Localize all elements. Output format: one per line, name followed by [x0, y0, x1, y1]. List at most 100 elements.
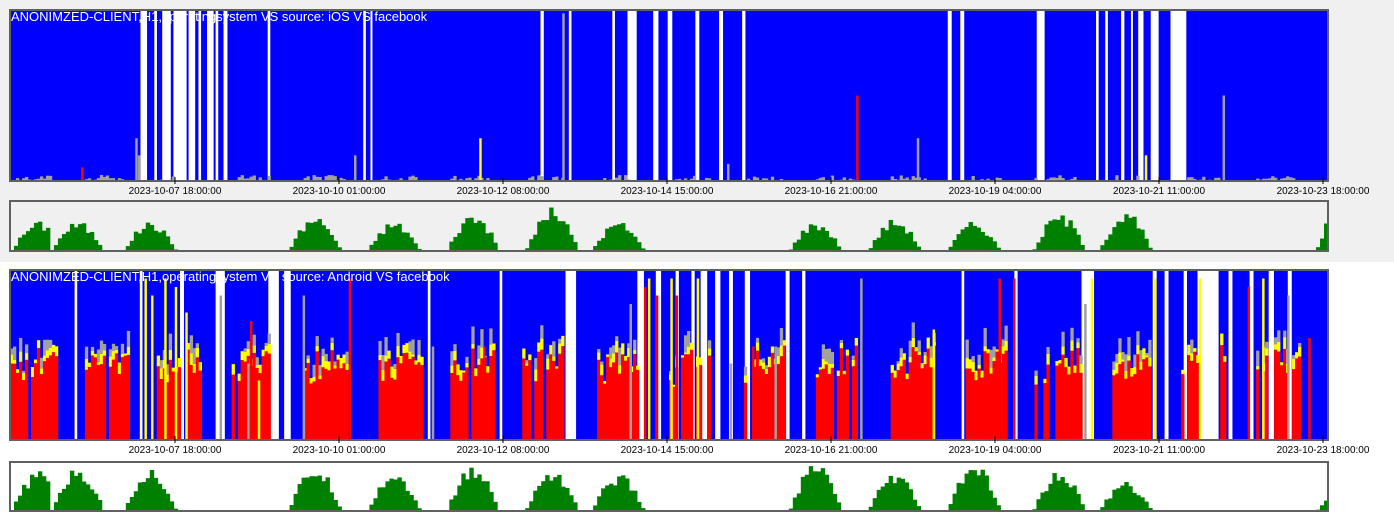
volume-bar: [401, 232, 406, 251]
activity-bar: [411, 356, 415, 440]
yellow-spike: [647, 278, 651, 440]
activity-cap: [33, 359, 38, 364]
volume-bar: [489, 232, 494, 251]
red-spike: [1247, 287, 1251, 440]
activity-cap: [609, 347, 613, 359]
activity-cap: [378, 340, 382, 355]
activity-cap: [1274, 337, 1278, 345]
activity-cap: [707, 348, 712, 356]
volume-bar: [820, 227, 826, 251]
activity-cap: [159, 360, 164, 369]
activity-bar: [450, 373, 454, 440]
gap-bar: [568, 10, 572, 181]
activity-cap: [1277, 330, 1281, 342]
volume-bar: [1128, 217, 1133, 251]
volume-bar: [888, 219, 894, 251]
activity-bar: [21, 178, 26, 181]
activity-bar: [117, 373, 122, 440]
volume-bar: [317, 475, 322, 511]
activity-bar: [51, 352, 56, 440]
activity-bar: [339, 368, 343, 440]
activity-cap: [411, 354, 415, 357]
activity-cap: [414, 360, 418, 365]
activity-bar: [851, 366, 856, 440]
volume-bar: [485, 481, 490, 511]
activity-bar: [192, 372, 197, 440]
activity-cap: [1004, 325, 1008, 341]
activity-cap: [929, 357, 933, 368]
volume-bar: [541, 481, 546, 511]
activity-cap: [1124, 370, 1128, 379]
activity-cap: [54, 346, 59, 357]
activity-cap: [96, 349, 101, 362]
activity-cap: [39, 357, 44, 369]
activity-cap: [99, 340, 104, 354]
activity-bar: [96, 178, 101, 181]
activity-cap: [615, 341, 619, 353]
activity-cap: [1181, 369, 1185, 375]
volume-bar: [141, 228, 147, 251]
volume-bar: [493, 501, 498, 511]
activity-cap: [1148, 357, 1152, 367]
volume-bar: [908, 489, 914, 511]
gap-bar: [655, 270, 662, 440]
activity-bar: [1118, 364, 1122, 440]
activity-cap: [830, 351, 835, 365]
red-spike: [856, 95, 859, 181]
volume-bar: [1316, 247, 1321, 251]
activity-cap: [1121, 352, 1125, 360]
activity-cap: [1004, 340, 1008, 351]
activity-cap: [48, 347, 53, 356]
gap-bar: [1121, 10, 1125, 181]
activity-bar: [378, 360, 382, 440]
gap-bar: [74, 270, 78, 440]
volume-bar: [533, 234, 538, 251]
volume-bar: [948, 246, 953, 251]
activity-bar: [96, 365, 101, 440]
activity-bar: [755, 350, 760, 440]
activity-bar: [839, 348, 844, 440]
activity-cap: [402, 344, 406, 354]
volume-bar: [800, 230, 806, 251]
activity-bar: [1190, 360, 1194, 440]
gap-bar: [802, 270, 806, 440]
volume-bar: [477, 220, 482, 251]
activity-cap: [321, 348, 325, 357]
activity-cap: [405, 343, 409, 353]
activity-bar: [758, 365, 763, 440]
volume-bar: [481, 481, 486, 511]
gap-bar: [1150, 10, 1159, 181]
volume-bar: [469, 467, 474, 511]
activity-bar: [1256, 369, 1260, 440]
activity-bar: [1214, 177, 1218, 181]
activity-bar: [10, 363, 14, 440]
activity-cap: [830, 364, 835, 368]
activity-bar: [48, 355, 53, 440]
activity-cap: [609, 358, 613, 368]
activity-cap: [471, 344, 475, 349]
activity-cap: [45, 339, 50, 351]
activity-bar: [902, 178, 906, 181]
volume-bar: [329, 234, 334, 251]
activity-cap: [381, 369, 385, 381]
activity-cap: [1046, 347, 1050, 354]
activity-bar: [1280, 365, 1284, 440]
activity-bar: [420, 365, 424, 440]
activity-bar: [36, 348, 41, 440]
activity-cap: [486, 366, 490, 373]
volume-bar: [25, 488, 31, 511]
volume-bar: [1116, 221, 1121, 251]
activity-bar: [911, 176, 915, 181]
volume-bar: [1080, 504, 1085, 511]
volume-bar: [381, 487, 386, 511]
volume-bar: [1324, 223, 1329, 251]
activity-cap: [393, 368, 397, 380]
activity-bar: [303, 370, 307, 440]
activity-cap: [315, 336, 319, 346]
activity-bar: [908, 362, 912, 440]
activity-cap: [1277, 341, 1281, 352]
gap-bar: [1268, 270, 1274, 440]
volume-bar: [812, 471, 818, 511]
activity-cap: [21, 372, 26, 381]
activity-cap: [1292, 355, 1296, 359]
